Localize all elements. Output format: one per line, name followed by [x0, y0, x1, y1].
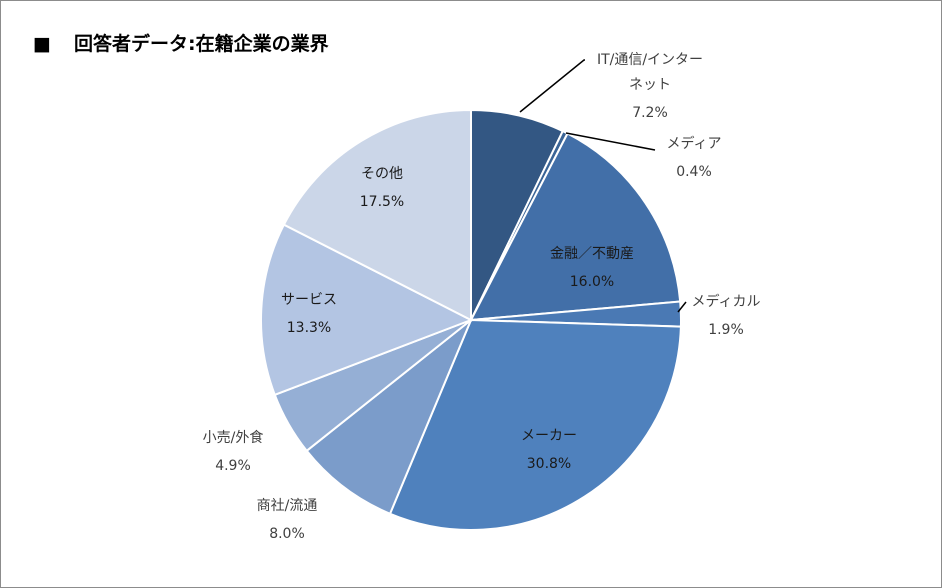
slice-name-label: その他: [361, 166, 403, 182]
pie-slice: [469, 132, 682, 322]
slice-value-label: 30.8%: [527, 456, 571, 472]
pie-slice: [260, 223, 474, 397]
slice-label: 金融／不動産 16.0%: [550, 246, 634, 290]
slice-value-label: 16.0%: [570, 274, 614, 290]
slice-name-label: サービス: [281, 292, 337, 308]
chart-title-text: 回答者データ:在籍企業の業界: [74, 32, 329, 55]
slice-value-label: 13.3%: [287, 320, 331, 336]
leader-line: [565, 132, 656, 151]
slice-value-label: 0.4%: [676, 164, 712, 180]
slice-value-label: 8.0%: [269, 526, 305, 542]
slice-name-label: 商社/流通: [257, 498, 318, 514]
slice-label: メーカー 30.8%: [521, 428, 577, 472]
slice-label: 商社/流通 8.0%: [257, 498, 318, 542]
slice-label: メディカル 1.9%: [691, 293, 760, 338]
slice-name-label: IT/通信/インター: [597, 52, 703, 68]
slice-name-label: メディア: [666, 135, 721, 152]
pie-slice: [282, 108, 472, 322]
slice-label: サービス 13.3%: [281, 292, 337, 336]
leader-line: [519, 59, 585, 113]
slice-value-label: 4.9%: [215, 458, 251, 474]
pie-slice: [388, 318, 682, 531]
slice-name-label: 金融／不動産: [550, 246, 634, 262]
slice-value-label: 17.5%: [360, 194, 404, 210]
slice-name-label: 小売/外食: [203, 429, 264, 446]
leader-lines: [519, 59, 687, 313]
title-marker: ■: [33, 33, 51, 55]
slice-name-label: メーカー: [521, 428, 577, 444]
chart-title: ■ 回答者データ:在籍企業の業界: [33, 32, 329, 55]
pie-slices: [260, 108, 683, 531]
slice-label: 小売/外食 4.9%: [203, 429, 264, 474]
slice-name-label: ネット: [629, 77, 671, 93]
slice-value-label: 7.2%: [632, 105, 668, 121]
pie-slice: [305, 319, 472, 516]
leader-line: [677, 301, 687, 313]
slice-value-label: 1.9%: [708, 322, 744, 338]
slice-label: その他 17.5%: [360, 166, 404, 210]
slice-name-label: メディカル: [691, 293, 760, 310]
slice-label: メディア 0.4%: [666, 135, 721, 180]
